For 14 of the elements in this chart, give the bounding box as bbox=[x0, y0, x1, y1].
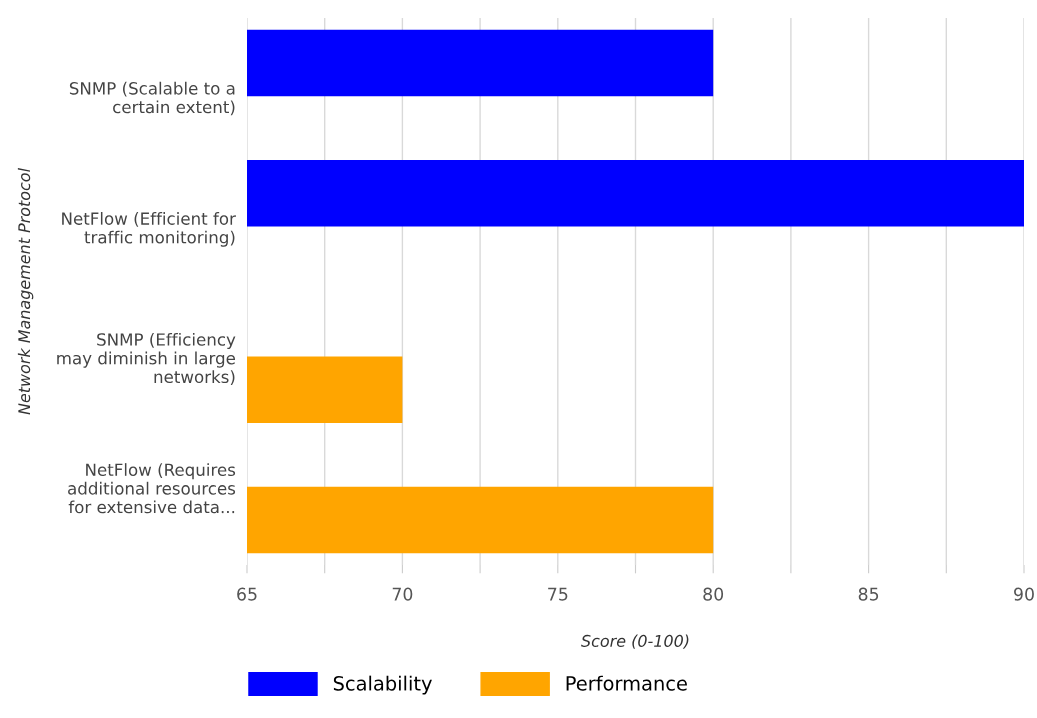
x-tick-label: 65 bbox=[237, 587, 257, 601]
y-tick-label: SNMP (Efficiency may diminish in large networks) bbox=[57, 332, 236, 386]
x-tick-label: 85 bbox=[858, 587, 879, 601]
legend-label: Performance bbox=[566, 675, 687, 691]
legend-label: Scalability bbox=[333, 675, 432, 695]
y-tick-label: NetFlow (Requires additional resources for extensive data... bbox=[68, 463, 236, 514]
x-tick-label: 70 bbox=[392, 587, 413, 601]
x-tick-label: 75 bbox=[548, 587, 568, 601]
x-tick-label: 80 bbox=[703, 587, 724, 601]
x-tick-label: 90 bbox=[1014, 587, 1034, 601]
y-tick-label: NetFlow (Efficient for traffic monitoring) bbox=[62, 211, 236, 247]
y-tick-label: SNMP (Scalable to a certain extent) bbox=[69, 81, 235, 116]
y-axis-title: Network Management Protocol bbox=[17, 168, 34, 415]
x-axis-title: Score (0-100) bbox=[581, 634, 689, 649]
